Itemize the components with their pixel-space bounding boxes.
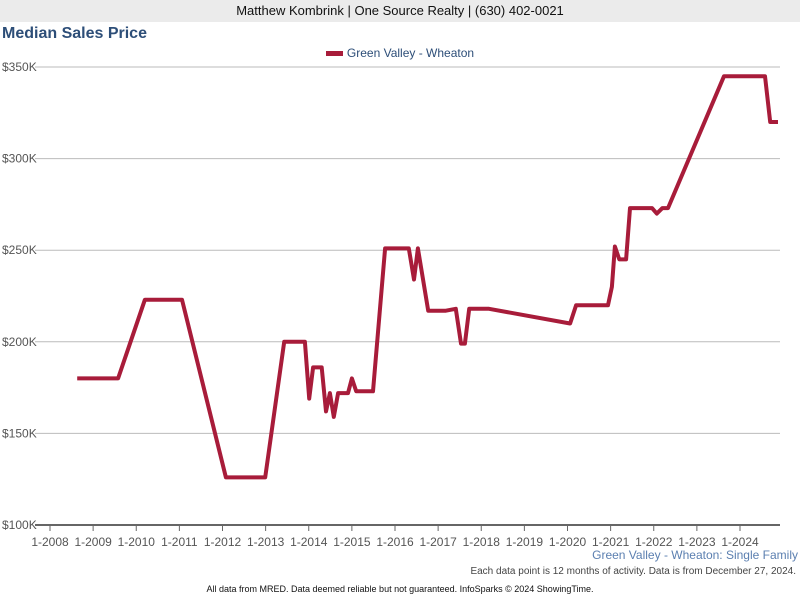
footer-disclaimer: All data from MRED. Data deemed reliable… [206, 584, 594, 594]
legend-swatch [325, 51, 343, 57]
chart-title: Median Sales Price [2, 25, 147, 42]
x-tick-label: 1-2023 [678, 535, 716, 549]
x-tick-label: 1-2019 [506, 535, 544, 549]
data-note: Each data point is 12 months of activity… [470, 566, 796, 577]
y-tick-label: $200K [2, 335, 37, 349]
chart-svg: $100K $150K $200K $250K $300K $350K 1-2008 1-20… [2, 60, 780, 549]
legend[interactable]: Green Valley - Wheaton [0, 46, 800, 60]
y-tick-label: $350K [2, 60, 37, 74]
x-tick-label: 1-2016 [376, 535, 414, 549]
x-tick-label: 1-2024 [721, 535, 759, 549]
x-tick-label: 1-2020 [549, 535, 587, 549]
y-tick-label: $300K [2, 152, 37, 166]
x-tick-label: 1-2008 [31, 535, 69, 549]
agent-header: Matthew Kombrink | One Source Realty | (… [0, 0, 800, 22]
x-tick-label: 1-2015 [333, 535, 371, 549]
x-tick-label: 1-2013 [247, 535, 285, 549]
x-tick-label: 1-2009 [74, 535, 112, 549]
x-tick-label: 1-2011 [161, 535, 198, 549]
x-tick-label: 1-2010 [118, 535, 156, 549]
x-tick-label: 1-2021 [592, 535, 630, 549]
x-tick-label: 1-2012 [204, 535, 242, 549]
series-line [77, 74, 778, 480]
chart-subtitle: Green Valley - Wheaton: Single Family [592, 548, 798, 562]
legend-label: Green Valley - Wheaton [346, 46, 475, 60]
x-tick-label: 1-2018 [463, 535, 501, 549]
x-tick-label: 1-2014 [290, 535, 328, 549]
y-tick-label: $150K [2, 426, 37, 440]
y-tick-label: $250K [2, 243, 37, 257]
x-tick-label: 1-2017 [419, 535, 457, 549]
y-tick-label: $100K [2, 518, 37, 532]
x-tick-label: 1-2022 [635, 535, 673, 549]
